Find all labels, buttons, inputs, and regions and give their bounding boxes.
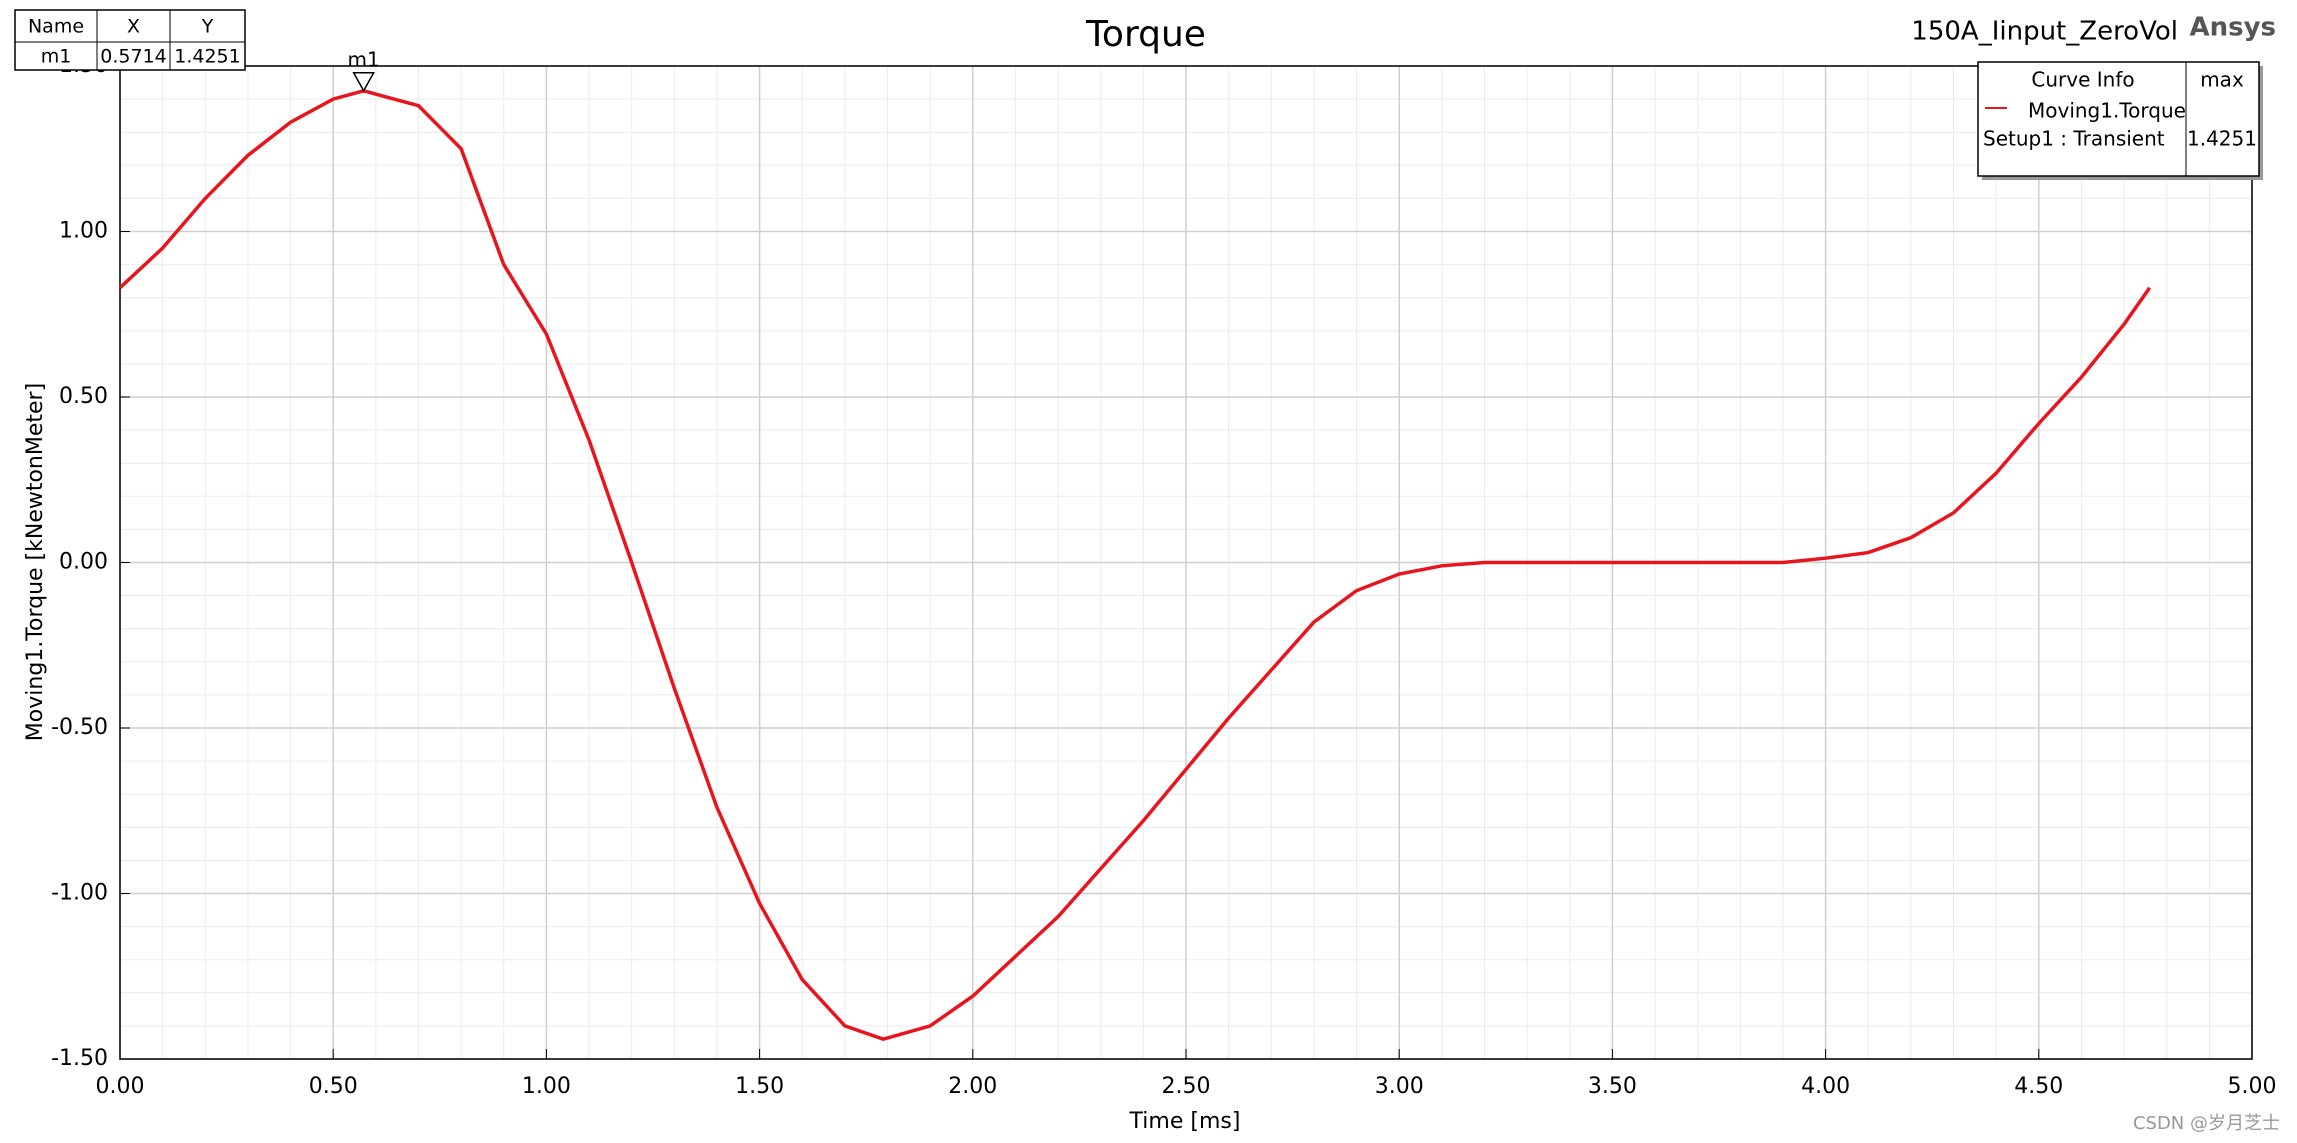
x-tick-label: 3.00 xyxy=(1375,1074,1424,1099)
legend-max: 1.4251 xyxy=(2187,127,2257,151)
x-tick-label: 2.00 xyxy=(948,1074,997,1099)
y-tick-label: -1.00 xyxy=(51,881,108,906)
legend-entry: Moving1.Torque xyxy=(2028,99,2186,123)
marker-label: m1 xyxy=(348,47,380,71)
x-tick-label: 0.50 xyxy=(309,1074,358,1099)
table-header: X xyxy=(127,16,140,38)
chart-title: Torque xyxy=(1085,14,1206,55)
table-header: Y xyxy=(201,16,214,38)
x-tick-label: 3.50 xyxy=(1588,1074,1637,1099)
table-cell: m1 xyxy=(41,46,72,68)
legend xyxy=(1977,61,2260,177)
legend-setup: Setup1 : Transient xyxy=(1983,127,2165,151)
line xyxy=(118,88,2152,1041)
watermark: CSDN @岁月芝士 xyxy=(2133,1113,2280,1134)
y-tick-label: 0.50 xyxy=(59,384,108,409)
y-tick-label: 0.00 xyxy=(59,550,108,575)
x-tick-label: 5.00 xyxy=(2228,1074,2277,1099)
brand: Ansys xyxy=(2189,13,2276,43)
plot-frame xyxy=(119,65,2253,1060)
table-header: Name xyxy=(28,16,84,38)
x-tick-label: 1.00 xyxy=(522,1074,571,1099)
x-axis-label: Time [ms] xyxy=(1129,1109,1241,1134)
x-tick-label: 2.50 xyxy=(1162,1074,1211,1099)
legend-header: Curve Info xyxy=(2031,68,2134,92)
legend-header: max xyxy=(2200,68,2244,92)
y-tick-label: -1.50 xyxy=(51,1046,108,1071)
x-tick-label: 4.00 xyxy=(1801,1074,1850,1099)
marker-table xyxy=(14,9,246,71)
y-tick-label: 1.00 xyxy=(59,219,108,244)
x-tick-label: 4.50 xyxy=(2014,1074,2063,1099)
x-tick-label: 1.50 xyxy=(735,1074,784,1099)
marker xyxy=(352,72,375,93)
subtitle: 150A_Iinput_ZeroVol xyxy=(1911,17,2178,47)
y-axis-label: Moving1.Torque [kNewtonMeter] xyxy=(23,383,48,741)
y-tick-label: -0.50 xyxy=(51,715,108,740)
table-cell: 1.4251 xyxy=(174,46,240,68)
x-tick-label: 0.00 xyxy=(96,1074,145,1099)
table-cell: 0.5714 xyxy=(100,46,166,68)
